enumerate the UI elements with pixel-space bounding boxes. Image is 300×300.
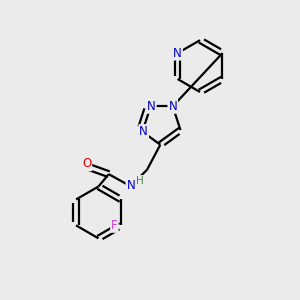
Text: N: N (168, 100, 177, 113)
Text: O: O (82, 157, 91, 170)
Text: H: H (136, 176, 144, 186)
Text: N: N (147, 100, 156, 113)
Text: N: N (127, 179, 135, 192)
Text: N: N (173, 46, 182, 60)
Text: F: F (111, 219, 118, 232)
Text: N: N (139, 125, 148, 138)
